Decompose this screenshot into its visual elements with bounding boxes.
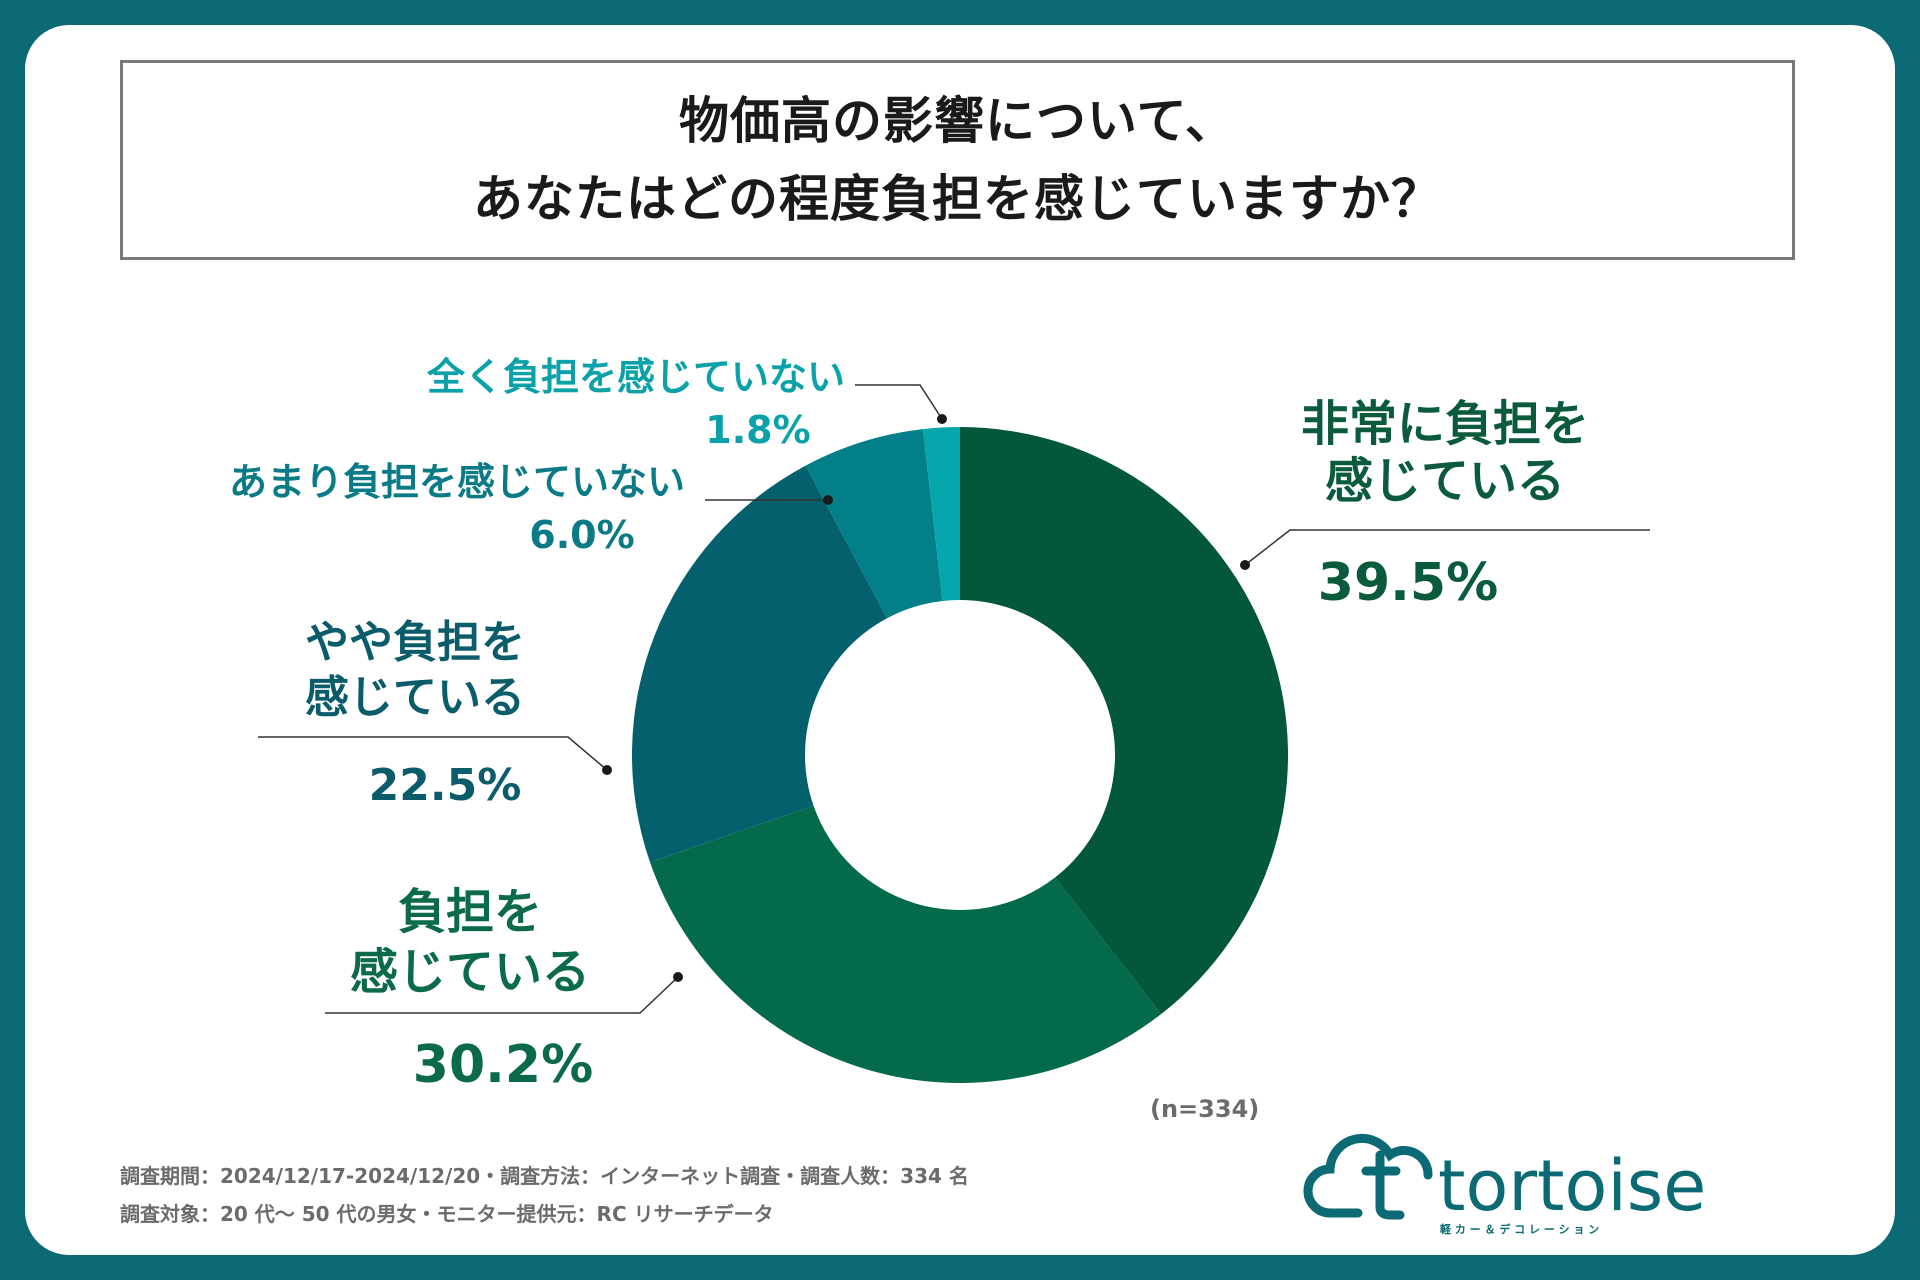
leader-dot-1 <box>1240 560 1250 570</box>
title-box: 物価高の影響について、 あなたはどの程度負担を感じていますか？ <box>120 60 1795 260</box>
sample-size-note: (n=334) <box>1150 1095 1260 1123</box>
category-label-1-line-2: 感じている <box>1325 453 1565 509</box>
leader-line-3 <box>258 736 608 771</box>
survey-info-line-1: 調査期間：2024/12/17-2024/12/20・調査方法：インターネット調… <box>120 1164 969 1188</box>
value-label-4: 6.0% <box>529 513 634 557</box>
value-label-3: 22.5% <box>369 760 522 811</box>
slice-3 <box>632 465 888 863</box>
slice-4 <box>805 429 943 619</box>
category-label-2-line-1: 負担を <box>398 884 542 940</box>
slice-5 <box>922 427 960 601</box>
leader-dot-4 <box>823 495 833 505</box>
category-label-3-line-1: やや負担を <box>305 617 525 668</box>
leader-dot-3 <box>602 765 612 775</box>
title-line-1: 物価高の影響について、 <box>679 92 1236 150</box>
logo-tagline: 軽 カ ー ＆ デ コ レ ー シ ョ ン <box>1440 1222 1599 1235</box>
slice-1 <box>960 427 1288 1015</box>
category-label-2-line-2: 感じている <box>350 944 590 1000</box>
leader-line-2 <box>325 976 679 1014</box>
leader-dot-2 <box>673 972 683 982</box>
value-label-1: 39.5% <box>1318 553 1498 613</box>
category-label-4-line-1: あまり負担を感じていない <box>229 460 685 504</box>
slice-2 <box>650 805 1162 1083</box>
tortoise-logo-mark <box>1303 1133 1433 1220</box>
logo-word: tortoise <box>1438 1145 1706 1227</box>
value-label-2: 30.2% <box>413 1035 593 1095</box>
tortoise-logo: tortoise 軽 カ ー ＆ デ コ レ ー シ ョ ン <box>1303 1133 1706 1235</box>
category-label-5-line-1: 全く負担を感じていない <box>426 355 845 399</box>
leader-dot-5 <box>937 414 947 424</box>
category-label-3-line-2: 感じている <box>305 672 525 723</box>
category-label-1-line-1: 非常に負担を <box>1301 396 1589 452</box>
title-line-2: あなたはどの程度負担を感じていますか？ <box>473 170 1442 228</box>
leader-line-1 <box>1244 529 1650 566</box>
value-label-5: 1.8% <box>705 408 810 452</box>
survey-info-line-2: 調査対象：20 代～ 50 代の男女・モニター提供元：RC リサーチデータ <box>120 1202 774 1226</box>
leader-line-5 <box>855 384 943 420</box>
